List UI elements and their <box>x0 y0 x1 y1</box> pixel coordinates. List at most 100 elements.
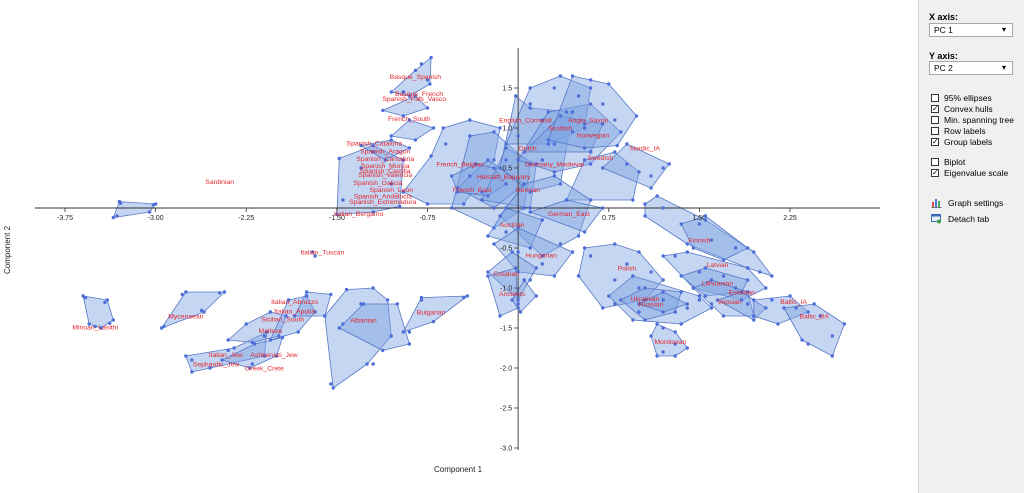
data-point <box>697 222 702 226</box>
data-point <box>371 362 375 366</box>
data-point <box>564 110 569 114</box>
group-label: Italian_Tuscan <box>300 249 344 256</box>
data-point <box>105 298 109 302</box>
data-point <box>296 330 300 334</box>
option-label: 95% ellipses <box>944 93 992 103</box>
window-detach-icon <box>931 214 941 224</box>
data-point <box>528 106 532 110</box>
data-point <box>480 198 484 202</box>
data-point <box>516 134 520 138</box>
data-point <box>661 310 665 314</box>
y-tick-label: -3.0 <box>500 446 512 453</box>
pca-plot: -3.75 -3.00 -2.25 -1.50 -0.75 0.75 1.50 2.25 1.5… <box>3 48 880 474</box>
data-point <box>679 274 683 278</box>
group-label: Ukrainian <box>631 296 660 303</box>
data-point <box>510 298 514 302</box>
graph-settings-button[interactable]: Graph settings <box>931 197 1003 208</box>
data-point <box>697 294 702 298</box>
checkbox-icon[interactable] <box>931 127 939 135</box>
data-point <box>528 278 532 282</box>
data-point <box>746 302 750 306</box>
checkbox-icon[interactable] <box>931 158 939 166</box>
data-point <box>661 350 665 354</box>
checkbox-icon[interactable] <box>931 116 939 124</box>
data-point <box>782 306 786 310</box>
data-point <box>115 214 119 218</box>
option-eigenvalue-scale[interactable]: ✓ Eigenvalue scale <box>931 168 1008 178</box>
option-min-spanning-tree[interactable]: Min. spanning tree <box>931 115 1014 125</box>
data-point <box>528 162 532 166</box>
data-point <box>582 230 587 234</box>
data-point <box>679 290 683 294</box>
data-point <box>159 326 164 330</box>
data-point <box>361 302 366 306</box>
data-point <box>582 146 587 150</box>
data-point <box>643 286 647 290</box>
data-point <box>830 354 834 358</box>
data-point <box>752 318 756 322</box>
y-tick-label: -2.5 <box>500 406 512 413</box>
data-point <box>661 278 665 282</box>
data-point <box>588 86 593 90</box>
group-label: Polish <box>618 265 637 272</box>
data-point <box>534 266 538 270</box>
checkbox-checked-icon[interactable]: ✓ <box>931 104 939 113</box>
data-point <box>812 302 816 306</box>
group-label: Norwegian <box>577 133 610 140</box>
data-point <box>81 294 85 298</box>
data-point <box>643 202 647 206</box>
option-label: Row labels <box>944 126 986 136</box>
data-point <box>385 298 390 302</box>
convex-hull <box>338 303 410 351</box>
data-point <box>715 298 720 302</box>
data-point <box>673 354 677 358</box>
data-point <box>516 226 520 230</box>
y-axis-title: Component 2 <box>3 225 12 274</box>
data-point <box>558 74 563 78</box>
data-point <box>685 302 689 306</box>
checkbox-checked-icon[interactable]: ✓ <box>931 137 939 146</box>
data-point <box>570 110 575 114</box>
group-label: Spanish_Galicia <box>353 180 402 187</box>
data-point <box>673 330 677 334</box>
data-point <box>637 310 641 314</box>
option-label: Eigenvalue scale <box>944 168 1009 178</box>
checkbox-icon[interactable] <box>931 94 939 102</box>
option-convex-hulls[interactable]: ✓ Convex hulls <box>931 104 993 114</box>
data-point <box>449 174 454 178</box>
data-point <box>344 287 349 292</box>
option-95-ellipses[interactable]: 95% ellipses <box>931 93 992 103</box>
data-point <box>709 302 714 306</box>
graph-settings-label: Graph settings <box>948 197 1004 208</box>
x-axis-select-label: X axis: <box>929 12 959 22</box>
checkbox-checked-icon[interactable]: ✓ <box>931 168 939 177</box>
data-point <box>613 242 617 246</box>
data-point <box>413 138 418 142</box>
data-point <box>190 358 194 362</box>
data-point <box>733 286 738 290</box>
group-label: French_South <box>388 116 431 123</box>
data-point <box>492 226 496 230</box>
x-axis-select[interactable]: PC 1 ▾ <box>929 23 1013 37</box>
convex-hull <box>221 337 283 369</box>
option-row-labels[interactable]: Row labels <box>931 126 986 136</box>
group-label: Spanish_Leon <box>370 187 414 194</box>
option-group-labels[interactable]: ✓ Group labels <box>931 137 992 147</box>
detach-tab-label: Detach tab <box>948 213 990 224</box>
group-label: Nordic_IA <box>630 145 660 152</box>
data-point <box>788 294 792 298</box>
point-layer <box>81 55 847 390</box>
group-label: Halstatt_Bajuvary <box>477 174 531 181</box>
y-axis-select[interactable]: PC 2 ▾ <box>929 61 1013 75</box>
data-point <box>619 298 623 302</box>
data-point <box>637 170 641 174</box>
data-point <box>818 314 822 318</box>
data-point <box>528 210 532 214</box>
data-point <box>407 94 412 98</box>
data-point <box>329 382 333 386</box>
option-biplot[interactable]: Biplot <box>931 157 965 167</box>
side-panel: X axis: PC 1 ▾ Y axis: PC 2 ▾ 95% ellips… <box>918 0 1024 493</box>
detach-tab-button[interactable]: Detach tab <box>931 213 989 224</box>
data-point <box>770 298 774 302</box>
data-point <box>661 298 665 302</box>
